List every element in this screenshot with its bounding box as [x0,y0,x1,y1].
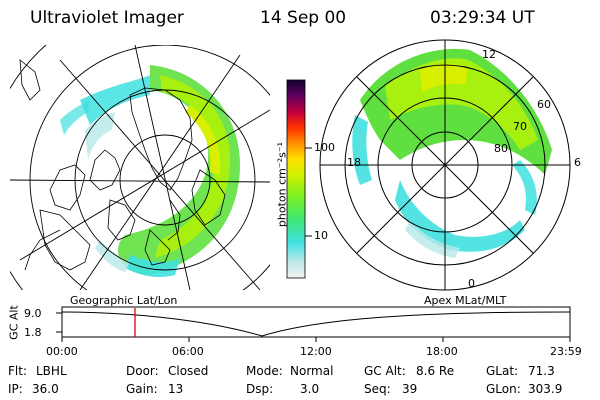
ip-label: IP: [8,382,23,396]
mlt-label-12: 12 [482,48,496,61]
alt-xtick-0: 00:00 [46,345,78,358]
ip-value: 36.0 [32,382,59,396]
mlat-label-70: 70 [513,120,527,133]
colorbar-tick-10: 10 [314,229,328,242]
mlt-label-6: 6 [574,156,581,169]
coastlines [19,59,226,271]
flt-label: Flt: [8,364,27,378]
alt-ytick-max: 9.0 [24,307,42,320]
mlat-label-60: 60 [537,98,551,111]
flt-value: LBHL [36,364,67,378]
alt-xtick-4: 23:59 [550,345,582,358]
mode-value: Normal [290,364,334,378]
colorbar-unit-label: photon cm⁻²s⁻¹ [275,141,289,228]
date-label: 14 Sep 00 [260,8,347,28]
glat-value: 71.3 [528,364,555,378]
mode-label: Mode: [246,364,283,378]
alt-xtick-1: 06:00 [172,345,204,358]
alt-xtick-2: 12:00 [300,345,332,358]
door-value: Closed [168,364,209,378]
glon-label: GLon: [486,382,521,396]
altitude-plot [56,306,571,342]
alt-xtick-3: 18:00 [426,345,458,358]
alt-ytick-min: 1.8 [24,326,42,339]
colorbar [286,79,312,279]
instrument-title: Ultraviolet Imager [30,8,184,28]
mlt-label-0: 0 [468,277,475,290]
dsp-label: Dsp: [246,382,274,396]
gain-value: 13 [168,382,184,396]
mlt-label-18: 18 [347,156,361,169]
gcalt-label: GC Alt: [364,364,406,378]
auroral-emission-right [352,48,552,258]
gcalt-value: 8.6 Re [416,364,455,378]
colorbar-tick-100: 100 [314,141,335,154]
alt-plot-ylabel: GC Alt [7,305,21,340]
mlat-label-80: 80 [494,142,508,155]
glon-value: 303.9 [528,382,563,396]
gain-label: Gain: [126,382,158,396]
seq-value: 39 [402,382,418,396]
seq-label: Seq: [364,382,391,396]
dsp-value: 3.0 [300,382,320,396]
door-label: Door: [126,364,159,378]
right-panel-caption: Apex MLat/MLT [424,294,507,307]
glat-label: GLat: [486,364,519,378]
auroral-emission-left [60,65,240,278]
time-label: 03:29:34 UT [430,8,535,28]
geographic-map [10,45,270,290]
left-panel-caption: Geographic Lat/Lon [70,294,178,307]
lat-lon-grid [10,45,270,290]
magnetic-polar-plot [319,39,571,291]
